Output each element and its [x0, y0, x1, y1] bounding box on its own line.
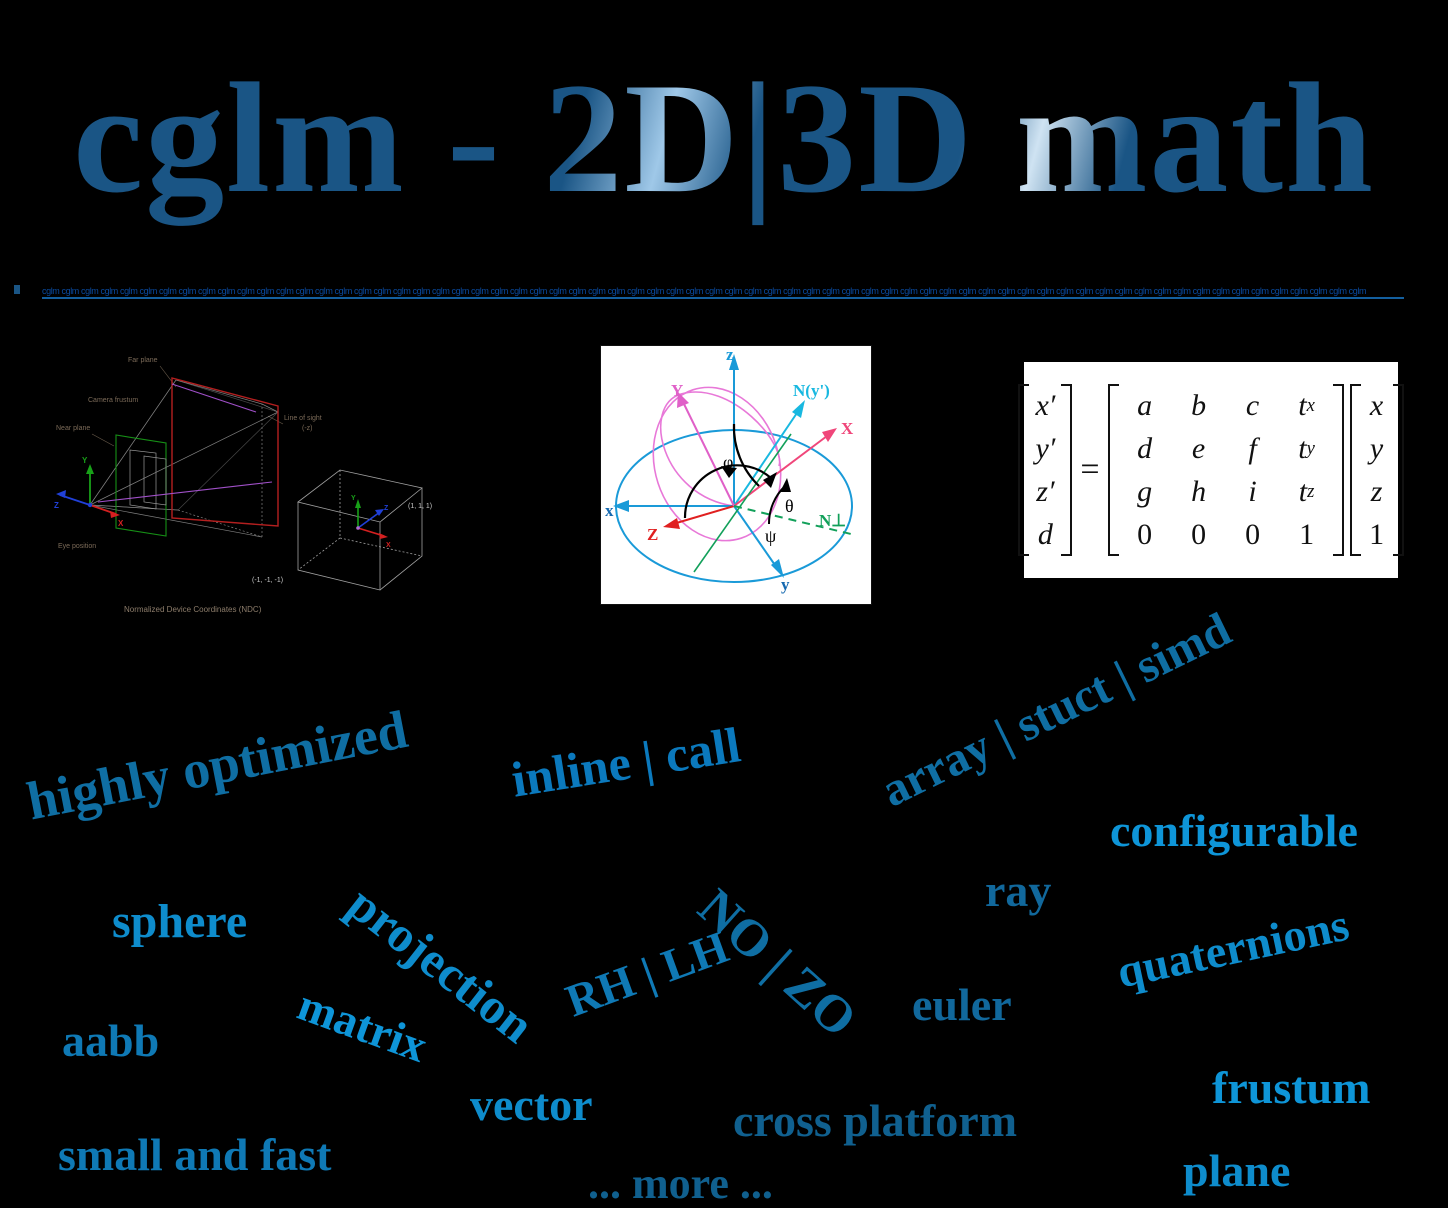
label-camera-frustum: Camera frustum [88, 397, 138, 404]
cloud-word-highly-optimized: highly optimized [22, 698, 413, 832]
label-neg-z: (-z) [302, 425, 313, 432]
euler-label-Ny: N(y') [793, 381, 830, 400]
camera-frustum-figure: Far plane Camera frustum Near plane Line… [40, 340, 500, 625]
axis-label-Y: Y [82, 456, 88, 465]
label-near-plane: Near plane [56, 425, 90, 432]
rhs-cell: z [1370, 474, 1383, 508]
cloud-word-frustum: frustum [1212, 1062, 1371, 1113]
figure-row: Far plane Camera frustum Near plane Line… [0, 330, 1448, 630]
euler-angles-figure: z Y N(y') X x Z N⊥ y φ θ ψ [600, 345, 872, 605]
euler-angle-psi: ψ [765, 526, 777, 546]
label-eye-position: Eye position [58, 543, 96, 550]
matrix-cell-r2-c0: g [1137, 474, 1153, 508]
axis-label-X: X [118, 519, 124, 528]
matrix-cell-r0-c2: c [1245, 388, 1260, 422]
label-line-of-sight: Line of sight [284, 415, 322, 422]
euler-angles-svg: z Y N(y') X x Z N⊥ y φ θ ψ [601, 346, 869, 602]
cloud-word-euler: euler [912, 979, 1012, 1030]
camera-frustum-svg: Far plane Camera frustum Near plane Line… [54, 357, 432, 614]
cloud-word-inline-call: inline | call [507, 716, 745, 808]
euler-angle-theta: θ [785, 496, 794, 516]
ndc-axis-label-X: X [386, 542, 391, 549]
cloud-word-aabb: aabb [62, 1015, 160, 1066]
euler-label-Nperp: N⊥ [819, 511, 846, 530]
matrix-cell-r0-c1: b [1191, 388, 1207, 422]
rhs-vector: x y z 1 [1349, 384, 1404, 556]
cloud-word-matrix: matrix [291, 978, 434, 1072]
matrix-cell-r1-c0: d [1137, 431, 1153, 465]
euler-label-x: x [605, 501, 614, 520]
label-ndc-max: (1, 1, 1) [408, 503, 432, 510]
lhs-cell: z′ [1036, 474, 1055, 508]
page-title: cglm - 2D|3D math [0, 44, 1448, 234]
cloud-word-rh-lh: RH | LH [559, 920, 735, 1027]
label-ndc-min: (-1, -1, -1) [252, 577, 283, 584]
euler-label-Z: Z [647, 525, 658, 544]
matrix-cell-r3-c1: 0 [1191, 517, 1207, 551]
divider: cglm cglm cglm cglm cglm cglm cglm cglm … [0, 280, 1448, 302]
matrix-cell-r3-c0: 0 [1137, 517, 1153, 551]
ndc-axis-label-Y: Y [351, 495, 356, 502]
cloud-word-more: ... more ... [588, 1159, 773, 1208]
cloud-word-cross-platform: cross platform [733, 1095, 1018, 1146]
lhs-cell: d [1037, 517, 1053, 551]
cloud-word-plane: plane [1183, 1145, 1291, 1196]
matrix-cell-r3-c2: 0 [1245, 517, 1261, 551]
title-area: cglm - 2D|3D math [0, 44, 1448, 234]
lhs-cell: x′ [1035, 388, 1056, 422]
cloud-word-sphere: sphere [112, 895, 248, 948]
rhs-cell: 1 [1369, 517, 1385, 551]
cloud-word-quaternions: quaternions [1112, 898, 1354, 998]
ndc-axis-label-Z: Z [384, 505, 389, 512]
divider-bullet [14, 285, 20, 294]
matrix-cell-r2-c1: h [1191, 474, 1207, 508]
feature-word-cloud: highly optimized inline | call array | stu… [0, 603, 1448, 1206]
label-far-plane: Far plane [128, 357, 158, 364]
cloud-word-configurable: configurable [1110, 805, 1358, 856]
matrix-cell-r0-c0: a [1137, 388, 1153, 422]
matrix-cell-r2-c2: i [1248, 474, 1257, 508]
caption-ndc: Normalized Device Coordinates (NDC) [124, 605, 262, 614]
euler-label-y: y [781, 575, 790, 594]
rhs-cell: y [1369, 431, 1384, 465]
lhs-cell: y′ [1035, 431, 1056, 465]
equals-sign: = [1080, 451, 1100, 488]
euler-label-z: z [726, 346, 734, 364]
rhs-cell: x [1369, 388, 1384, 422]
matrix-cell-r1-c1: e [1191, 431, 1206, 465]
euler-label-Y: Y [671, 381, 683, 400]
cloud-word-vector: vector [470, 1079, 593, 1130]
euler-angle-phi: φ [723, 452, 733, 472]
matrix-cell-r1-c2: f [1248, 431, 1257, 465]
divider-microtext: cglm cglm cglm cglm cglm cglm cglm cglm … [42, 286, 1404, 299]
euler-label-X: X [841, 419, 854, 438]
cloud-word-array-stuct-simd: array | stuct | simd [873, 602, 1239, 818]
axis-label-Z: Z [54, 501, 59, 510]
cloud-word-small-and-fast: small and fast [58, 1129, 332, 1180]
matrix-cell-r3-c3: 1 [1299, 517, 1315, 551]
lhs-vector: x′ y′ z′ d [1018, 384, 1073, 556]
cloud-word-ray: ray [985, 865, 1052, 916]
